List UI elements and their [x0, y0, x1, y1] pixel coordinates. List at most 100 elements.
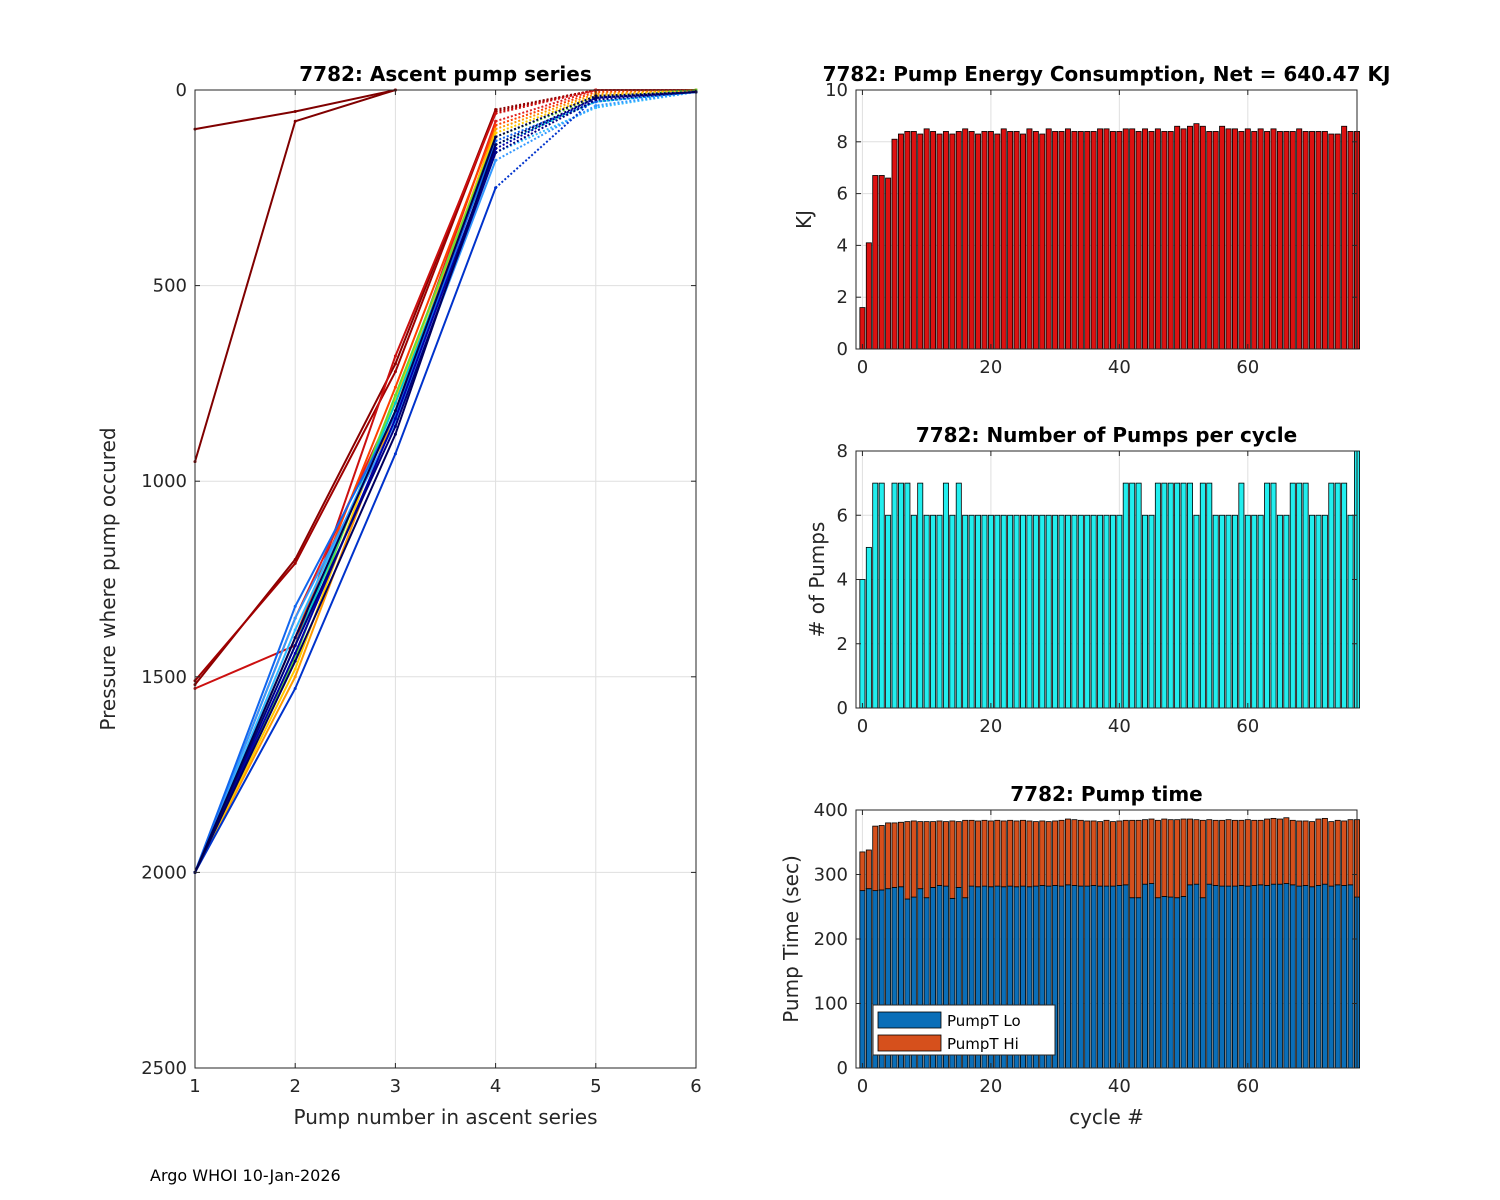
- bar-pumpt-lo: [1296, 885, 1303, 1069]
- data-point: [494, 119, 498, 123]
- bar-pumpt-hi: [1206, 819, 1213, 885]
- bar: [1142, 514, 1149, 709]
- series-line: [194, 136, 497, 873]
- bar: [910, 131, 917, 350]
- bar-pumpt-lo: [1212, 885, 1219, 1069]
- bar: [1289, 131, 1296, 350]
- bar: [994, 133, 1001, 350]
- bar: [1167, 482, 1174, 709]
- bar-pumpt-hi: [872, 825, 879, 892]
- bar: [1244, 128, 1251, 350]
- y-tick-label: 2000: [141, 862, 187, 883]
- bar-pumpt-lo: [1206, 883, 1213, 1069]
- x-tick-label: 20: [979, 1076, 1002, 1097]
- bar: [962, 128, 969, 350]
- bar-pumpt-hi: [878, 825, 885, 891]
- bar: [1347, 514, 1354, 709]
- data-point: [393, 432, 397, 436]
- y-axis-label: Pressure where pump occured: [96, 427, 120, 730]
- bars: [859, 450, 1360, 709]
- data-point: [494, 151, 498, 155]
- bar-pumpt-hi: [1116, 820, 1123, 886]
- data-point: [393, 370, 397, 374]
- bar: [1084, 131, 1091, 350]
- x-tick-label: 2: [289, 1076, 300, 1097]
- bar: [1109, 514, 1116, 709]
- bar: [1135, 482, 1142, 709]
- bar-pumpt-lo: [1161, 896, 1168, 1069]
- bar-pumpt-hi: [1328, 821, 1335, 887]
- bar: [1148, 514, 1155, 709]
- bar-pumpt-lo: [1225, 885, 1232, 1069]
- bar: [975, 514, 982, 709]
- bar: [1039, 133, 1046, 350]
- bar-pumpt-lo: [1064, 884, 1071, 1069]
- bar-pumpt-lo: [1180, 896, 1187, 1069]
- bar: [987, 131, 994, 350]
- bar-pumpt-hi: [1154, 819, 1161, 899]
- y-tick-label: 500: [153, 276, 187, 297]
- bar: [1264, 482, 1271, 709]
- bar-pumpt-hi: [1020, 819, 1026, 887]
- series-line-dotted: [495, 91, 697, 146]
- bar: [1328, 133, 1335, 350]
- y-tick-label: 200: [814, 929, 848, 950]
- bar-pumpt-lo: [1135, 897, 1142, 1069]
- bar-pumpt-hi: [962, 819, 969, 899]
- chart-title: 7782: Pump Energy Consumption, Net = 640…: [823, 62, 1391, 86]
- y-tick-label: 4: [837, 570, 848, 591]
- axes-frame: [194, 89, 697, 1069]
- bar-pumpt-lo: [1174, 897, 1181, 1069]
- bar-pumpt-lo: [1084, 885, 1091, 1069]
- bar: [1013, 514, 1020, 709]
- bar-pumpt-lo: [865, 888, 872, 1069]
- bar-pumpt-hi: [1174, 819, 1181, 899]
- bar: [1283, 514, 1290, 709]
- bar-pumpt-hi: [1187, 818, 1193, 886]
- bar: [1302, 131, 1309, 350]
- bar: [1199, 482, 1206, 709]
- bar-pumpt-hi: [1013, 820, 1020, 888]
- bar-pumpt-hi: [1276, 818, 1283, 885]
- bar-pumpt-lo: [1309, 886, 1316, 1069]
- bar: [1193, 123, 1200, 350]
- bar: [981, 131, 988, 350]
- bar-pumpt-lo: [1251, 885, 1258, 1069]
- chart-title: 7782: Pump time: [1010, 782, 1202, 806]
- bar: [994, 514, 1001, 709]
- bar-pumpt-hi: [1167, 819, 1174, 898]
- axes-pumptime: 0 20 40 60 0 100 200 300 400 7782: Pump time cycle…: [779, 782, 1360, 1129]
- bar-pumpt-hi: [1097, 821, 1104, 887]
- bar: [1225, 514, 1232, 709]
- bar-pumpt-hi: [1238, 819, 1245, 886]
- x-tick-label: 5: [590, 1076, 601, 1097]
- y-tick-label: 0: [837, 698, 848, 719]
- bar-pumpt-hi: [1090, 820, 1097, 886]
- bar-pumpt-hi: [1264, 818, 1271, 886]
- y-tick-label: 0: [837, 339, 848, 360]
- axes-pumps: 0 20 40 60 0 2 4 6 8 7782: Number of Pumps per cy…: [805, 423, 1360, 737]
- data-point: [494, 143, 498, 147]
- bar: [1135, 131, 1142, 350]
- bar-pumpt-lo: [1302, 885, 1309, 1069]
- x-tick-label: 20: [979, 716, 1002, 737]
- bar-pumpt-lo: [1187, 884, 1193, 1069]
- bar: [923, 514, 930, 709]
- bar-pumpt-hi: [1296, 820, 1303, 887]
- bar: [1129, 128, 1136, 350]
- series-line: [194, 144, 497, 873]
- bar: [1257, 128, 1264, 350]
- y-tick-label: 10: [825, 80, 848, 101]
- bar: [904, 131, 911, 350]
- data-point: [293, 644, 297, 648]
- bar-pumpt-hi: [936, 820, 943, 886]
- bar: [1103, 514, 1110, 709]
- y-tick-label: 100: [814, 994, 848, 1015]
- bar-pumpt-hi: [1064, 818, 1071, 886]
- bar-pumpt-lo: [1103, 885, 1110, 1069]
- bar: [936, 514, 943, 709]
- bar-pumpt-hi: [1039, 820, 1046, 886]
- bar-pumpt-lo: [1328, 885, 1335, 1069]
- bar-pumpt-hi: [917, 821, 924, 890]
- bar-pumpt-hi: [891, 822, 898, 888]
